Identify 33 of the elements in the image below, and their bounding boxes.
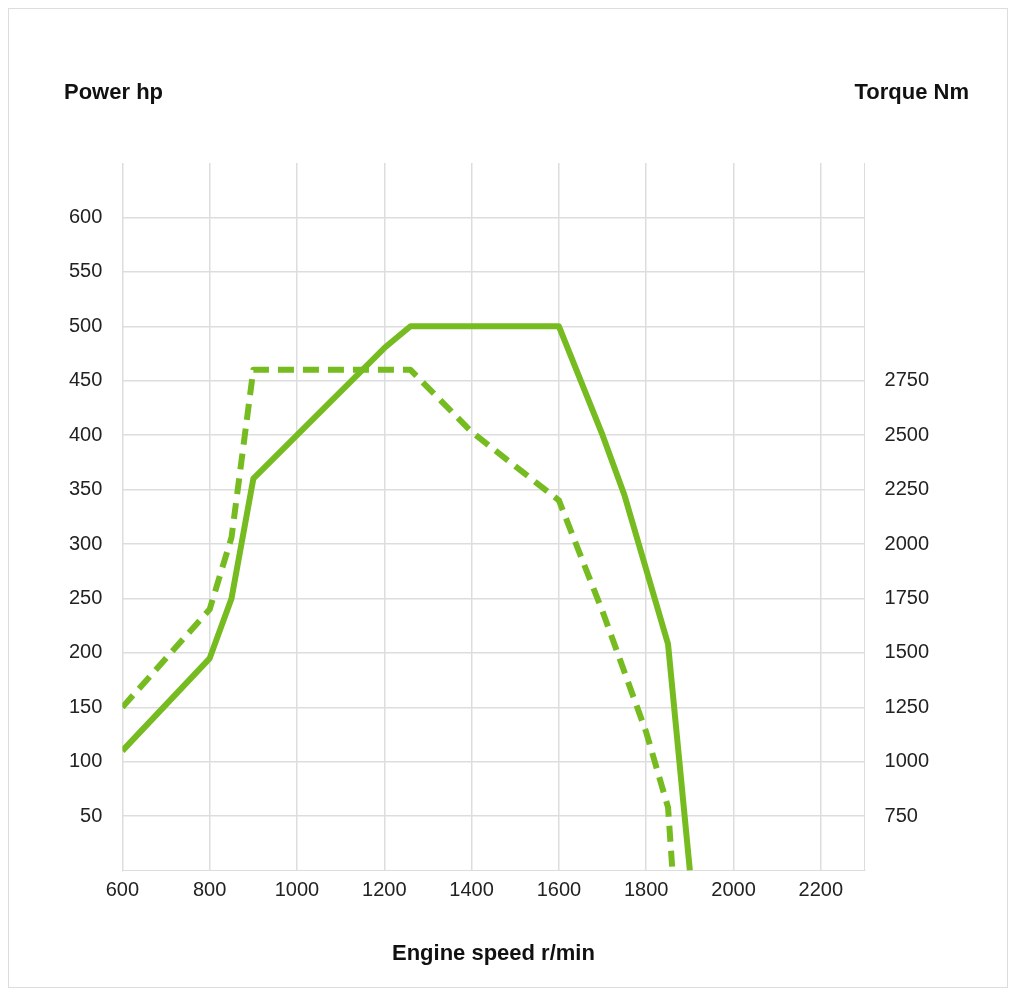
y2-tick-label: 1500 <box>884 640 930 663</box>
y-tick-label: 250 <box>68 585 103 608</box>
y-tick-label: 200 <box>68 640 103 663</box>
y-tick-label: 150 <box>68 694 103 717</box>
y-tick-label: 500 <box>68 313 103 336</box>
x-tick-label: 1600 <box>536 878 582 901</box>
y-axis-title: Power hp <box>64 79 164 105</box>
y-tick-label: 350 <box>68 477 103 500</box>
y-tick-label: 600 <box>68 204 103 227</box>
x-tick-label: 1800 <box>623 878 669 901</box>
y2-axis-title: Torque Nm <box>854 79 969 105</box>
y-tick-label: 400 <box>68 422 103 445</box>
y2-tick-label: 1750 <box>884 585 930 608</box>
y2-tick-label: 1250 <box>884 694 930 717</box>
x-tick-label: 1400 <box>449 878 494 901</box>
y2-tick-label: 1000 <box>884 749 930 772</box>
y-tick-label: 450 <box>68 368 103 391</box>
y-tick-label: 50 <box>80 803 103 826</box>
y2-tick-label: 2750 <box>884 368 930 391</box>
y-tick-label: 300 <box>68 531 103 554</box>
y-tick-label: 550 <box>68 259 103 282</box>
y2-tick-label: 2500 <box>884 422 930 445</box>
x-tick-label: 1200 <box>362 878 407 901</box>
x-tick-label: 600 <box>105 878 140 901</box>
x-tick-label: 2000 <box>711 878 756 901</box>
y-tick-label: 100 <box>68 749 103 772</box>
x-tick-label: 800 <box>192 878 227 901</box>
x-tick-label: 2200 <box>798 878 844 901</box>
y2-tick-label: 2250 <box>884 477 930 500</box>
y2-tick-label: 750 <box>884 803 918 826</box>
y2-tick-label: 2000 <box>884 531 930 554</box>
x-tick-label: 1000 <box>274 878 320 901</box>
x-axis-title: Engine speed r/min <box>391 939 595 965</box>
